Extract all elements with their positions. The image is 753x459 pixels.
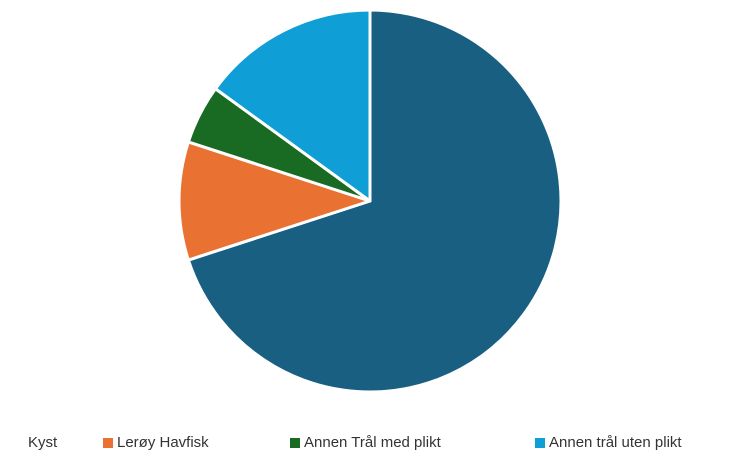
legend-marker: [535, 438, 545, 448]
legend-marker: [103, 438, 113, 448]
pie-slice: [213, 8, 372, 203]
pie-slice: [177, 140, 372, 262]
legend-label: Lerøy Havfisk: [117, 434, 209, 451]
legend-label: Annen trål uten plikt: [549, 434, 682, 451]
legend-marker: [290, 438, 300, 448]
legend-label: Annen Trål med plikt: [304, 434, 442, 451]
legend-label: Kyst: [28, 434, 58, 451]
pie-slice: [186, 8, 563, 394]
